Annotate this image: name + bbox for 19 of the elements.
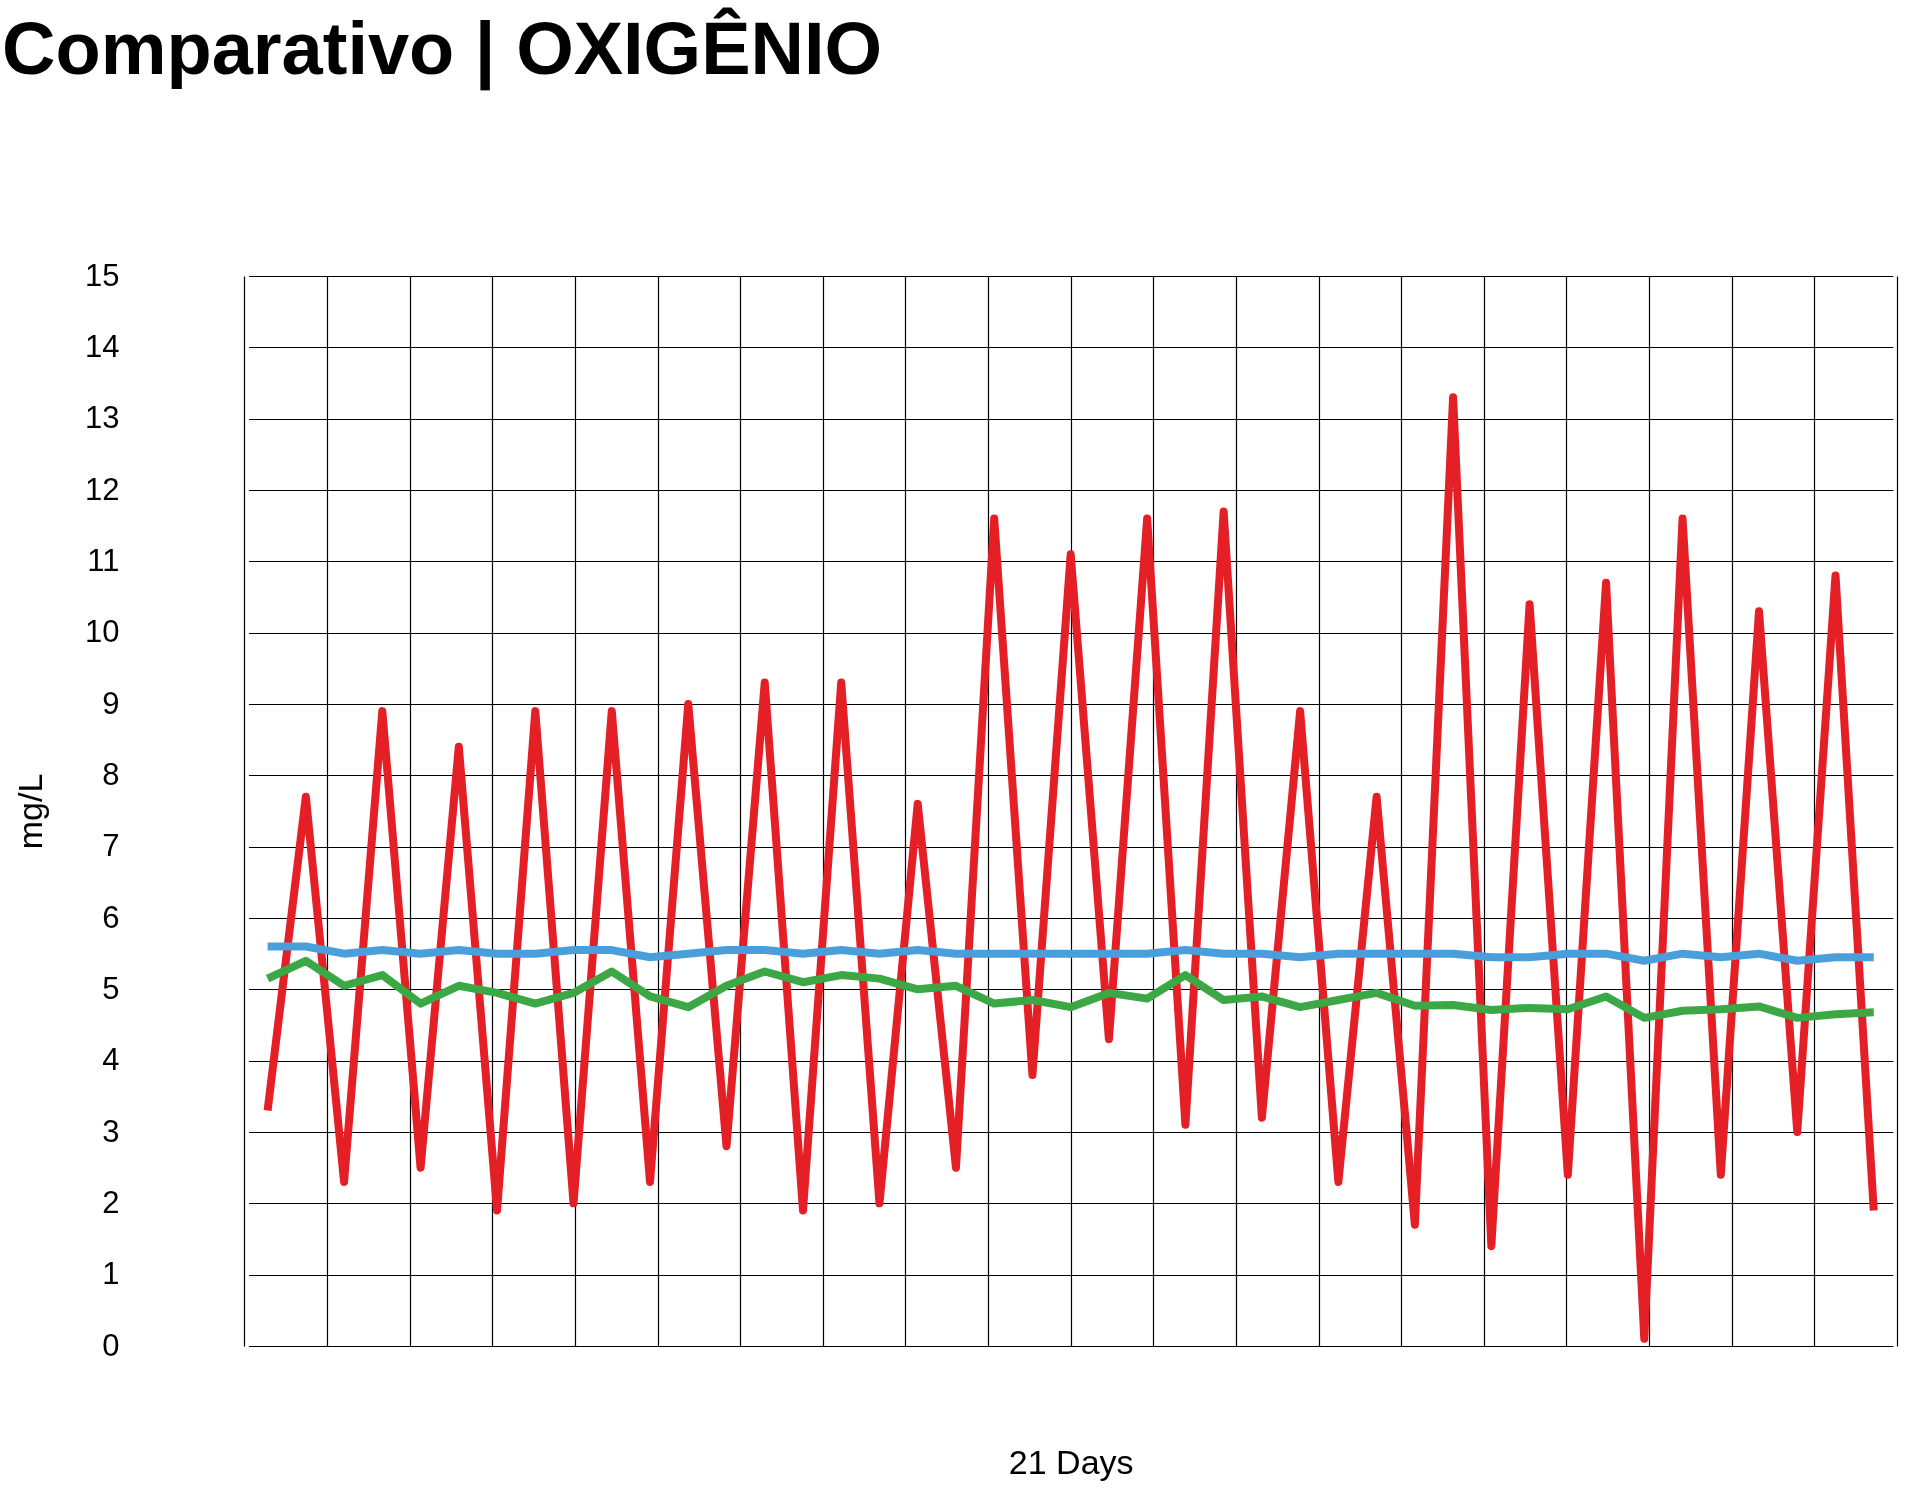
y-tick-label: 1	[102, 1256, 120, 1292]
y-tick-label: 10	[85, 614, 120, 650]
y-tick-label: 2	[102, 1184, 120, 1220]
y-tick-label: 15	[85, 257, 120, 293]
y-tick-label: 13	[85, 400, 120, 436]
y-tick-label: 6	[102, 899, 120, 935]
y-axis-title: mg/L	[11, 773, 50, 850]
y-tick-label: 9	[102, 685, 120, 721]
y-tick-label: 8	[102, 756, 120, 792]
y-tick-label: 11	[87, 542, 120, 578]
y-tick-label: 7	[102, 828, 120, 864]
y-tick-label: 5	[102, 970, 120, 1006]
y-tick-label: 3	[102, 1113, 120, 1149]
x-axis-title: 21 Days	[1008, 1442, 1134, 1481]
y-tick-label: 12	[85, 471, 120, 507]
chart-title: Comparativo | OXIGÊNIO	[2, 7, 883, 91]
y-tick-label: 14	[85, 328, 120, 364]
y-tick-label: 4	[102, 1042, 120, 1078]
y-tick-label: 0	[102, 1327, 120, 1363]
